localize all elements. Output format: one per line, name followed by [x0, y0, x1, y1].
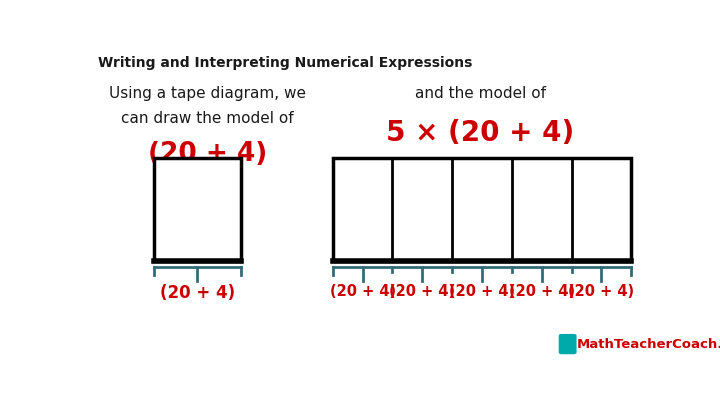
- Text: +
+: + +: [564, 338, 570, 351]
- Text: Using a tape diagram, we: Using a tape diagram, we: [109, 86, 306, 101]
- Bar: [333, 158, 631, 261]
- Text: (20 + 4): (20 + 4): [390, 284, 455, 299]
- Text: (20 + 4): (20 + 4): [160, 284, 235, 302]
- Text: can draw the model of: can draw the model of: [121, 111, 294, 126]
- Text: (20 + 4): (20 + 4): [508, 284, 575, 299]
- Text: (20 + 4): (20 + 4): [330, 284, 396, 299]
- Text: (20 + 4): (20 + 4): [148, 141, 267, 166]
- Text: and the model of: and the model of: [415, 86, 546, 101]
- Text: (20 + 4): (20 + 4): [568, 284, 634, 299]
- Text: Writing and Interpreting Numerical Expressions: Writing and Interpreting Numerical Expre…: [99, 56, 473, 70]
- Text: (20 + 4): (20 + 4): [449, 284, 515, 299]
- Text: 5 × (20 + 4): 5 × (20 + 4): [387, 119, 575, 147]
- Bar: [154, 158, 240, 261]
- Text: MathTeacherCoach.com: MathTeacherCoach.com: [577, 338, 720, 351]
- FancyBboxPatch shape: [559, 334, 577, 354]
